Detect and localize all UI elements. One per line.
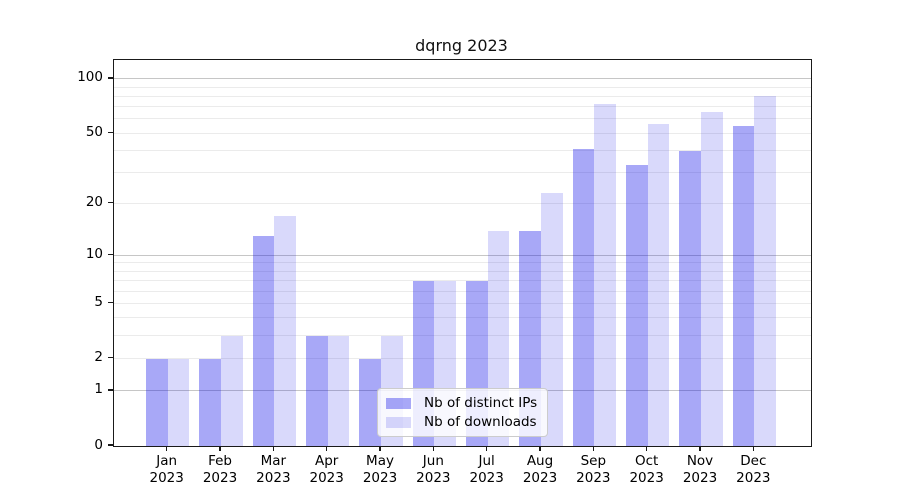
minor-gridline-5 [114, 302, 811, 304]
bar-downloads-feb [221, 335, 243, 446]
minor-gridline-6 [114, 290, 811, 292]
bar-ips-dec [732, 125, 755, 446]
y-tick-label-1: 1 [94, 381, 103, 398]
minor-gridline-30 [114, 172, 811, 174]
x-tick-mark-may [379, 446, 381, 451]
x-tick-mark-aug [539, 446, 541, 451]
y-tick-label-2: 2 [94, 349, 103, 366]
bar-ips-jan [146, 358, 168, 446]
y-tick-mark-100 [108, 77, 113, 79]
minor-gridline-40 [114, 150, 811, 152]
x-tick-mark-sep [592, 446, 595, 451]
x-tick-label-jun: Jun 2023 [416, 453, 451, 486]
minor-gridline-3 [114, 335, 811, 337]
x-tick-label-dec: Dec 2023 [736, 453, 771, 486]
bar-ips-may [359, 358, 381, 446]
y-tick-label-5: 5 [94, 293, 103, 310]
major-gridline-10 [114, 254, 811, 256]
y-tick-mark-1 [108, 389, 113, 391]
x-tick-label-apr: Apr 2023 [309, 453, 344, 486]
x-tick-label-may: May 2023 [362, 453, 398, 486]
bar-downloads-dec [754, 96, 776, 446]
legend-label-ips: Nb of distinct IPs [424, 395, 538, 411]
bar-downloads-sep [594, 103, 616, 446]
legend-row-ips: Nb of distinct IPs [386, 395, 537, 411]
bar-downloads-apr [327, 335, 350, 446]
legend-swatch-ips [386, 397, 411, 409]
x-tick-mark-oct [645, 446, 648, 451]
bar-ips-oct [626, 165, 648, 446]
x-tick-label-mar: Mar 2023 [256, 453, 291, 486]
y-tick-mark-0 [108, 444, 113, 446]
minor-gridline-4 [114, 317, 811, 319]
x-tick-mark-mar [272, 446, 275, 451]
x-tick-label-jan: Jan 2023 [149, 453, 184, 486]
y-tick-mark-10 [108, 253, 113, 255]
x-tick-label-jul: Jul 2023 [469, 453, 504, 486]
bar-downloads-oct [647, 124, 670, 446]
bar-downloads-nov [701, 111, 723, 446]
y-tick-mark-20 [108, 202, 113, 204]
y-tick-mark-5 [108, 301, 113, 304]
minor-gridline-7 [114, 280, 811, 282]
minor-gridline-20 [114, 203, 811, 205]
x-tick-mark-feb [219, 446, 221, 451]
x-tick-label-aug: Aug 2023 [522, 453, 558, 486]
bar-downloads-aug [541, 193, 563, 446]
x-tick-label-nov: Nov 2023 [682, 453, 718, 486]
y-tick-label-0: 0 [94, 436, 103, 453]
bar-ips-nov [679, 150, 701, 446]
minor-gridline-90 [114, 86, 811, 88]
legend-row-downloads: Nb of downloads [386, 414, 537, 430]
x-tick-label-feb: Feb 2023 [202, 453, 238, 486]
minor-gridline-8 [114, 270, 811, 272]
x-tick-label-sep: Sep 2023 [576, 453, 611, 486]
chart-title: dqrng 2023 [415, 36, 508, 55]
minor-gridline-50 [114, 132, 811, 134]
bar-ips-feb [199, 358, 222, 446]
x-tick-mark-jul [485, 446, 488, 451]
x-tick-mark-jun [432, 446, 435, 451]
minor-gridline-2 [114, 358, 811, 360]
y-tick-mark-2 [108, 356, 113, 359]
major-gridline-100 [114, 78, 811, 80]
bar-ips-apr [306, 335, 328, 446]
y-tick-mark-50 [108, 131, 113, 133]
y-tick-label-100: 100 [77, 69, 103, 86]
x-tick-mark-nov [699, 446, 701, 451]
legend: Nb of distinct IPs Nb of downloads [377, 388, 549, 437]
legend-swatch-downloads [386, 416, 411, 428]
y-tick-label-20: 20 [85, 194, 103, 211]
minor-gridline-60 [114, 118, 811, 120]
y-tick-label-10: 10 [85, 245, 103, 262]
x-tick-mark-dec [752, 446, 755, 451]
x-tick-mark-apr [325, 446, 328, 451]
minor-gridline-9 [114, 262, 811, 264]
x-tick-mark-jan [166, 446, 168, 451]
minor-gridline-70 [114, 106, 811, 108]
minor-gridline-80 [114, 95, 811, 97]
bar-downloads-mar [274, 216, 296, 446]
plot-area [113, 59, 812, 447]
bar-ips-mar [252, 236, 275, 446]
y-tick-label-50: 50 [85, 123, 103, 140]
legend-label-downloads: Nb of downloads [424, 414, 537, 430]
bar-downloads-jan [167, 358, 190, 446]
x-tick-label-oct: Oct 2023 [629, 453, 664, 486]
bar-ips-sep [572, 148, 595, 446]
